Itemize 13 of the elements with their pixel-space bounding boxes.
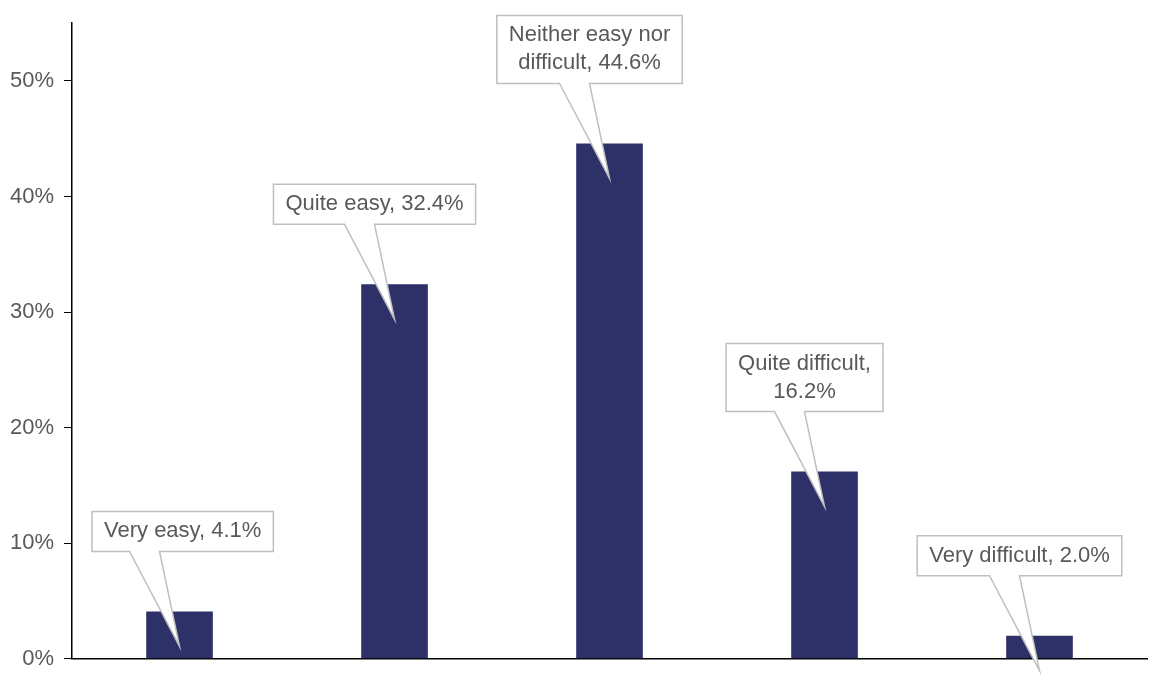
- data-label: Neither easy nor difficult, 44.6%: [508, 21, 671, 75]
- data-label: Very difficult, 2.0%: [929, 541, 1110, 567]
- y-tick-label: 0%: [22, 644, 55, 670]
- y-tick-label: 10%: [9, 529, 55, 555]
- y-tick-label: 30%: [9, 298, 55, 324]
- data-label: Quite easy, 32.4%: [285, 190, 464, 216]
- data-label: Very easy, 4.1%: [104, 517, 262, 543]
- y-tick-label: 20%: [9, 413, 55, 439]
- data-label: Quite difficult, 16.2%: [738, 349, 871, 403]
- bar: [146, 611, 213, 659]
- y-tick-label: 50%: [9, 67, 55, 93]
- bar: [361, 284, 428, 659]
- y-tick-label: 40%: [9, 182, 55, 208]
